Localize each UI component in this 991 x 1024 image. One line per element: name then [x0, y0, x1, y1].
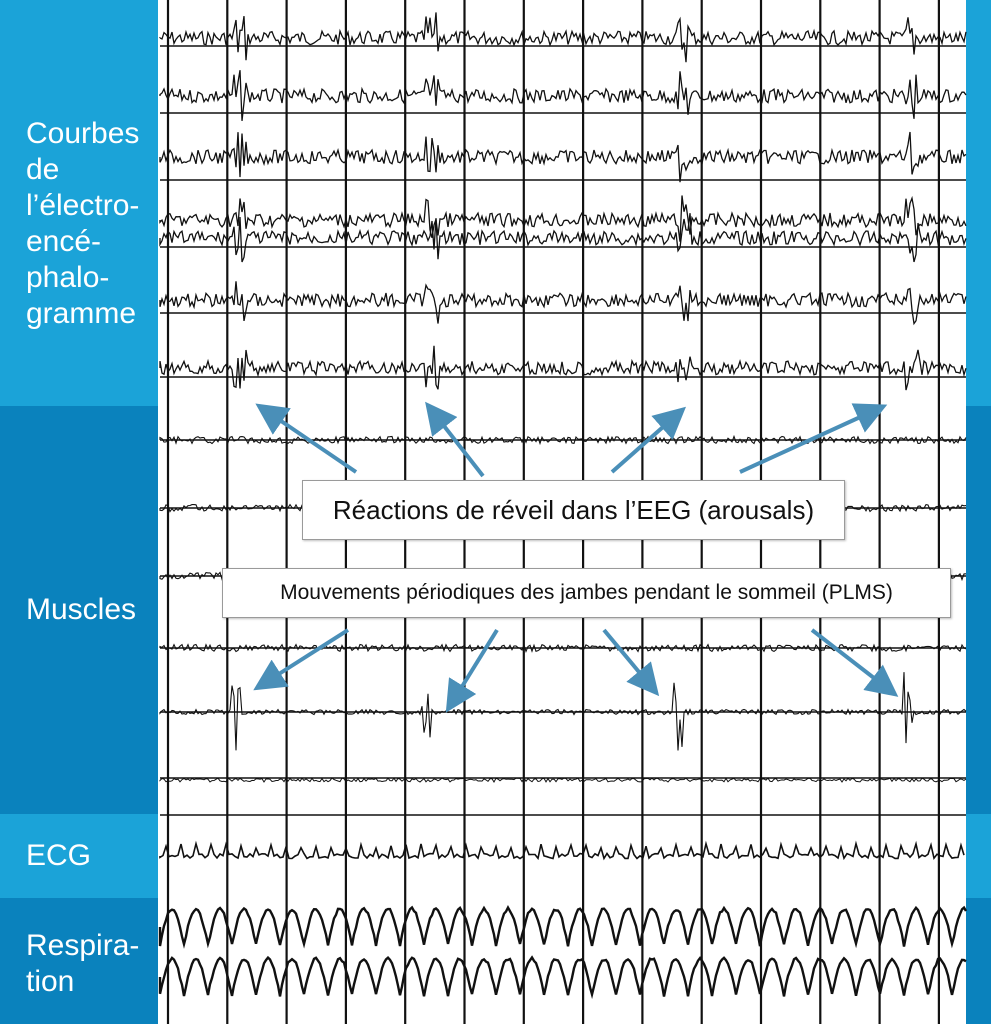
eeg-trace [159, 281, 967, 326]
ecg-trace [159, 840, 965, 861]
respiration-trace [158, 955, 967, 1000]
respiration-label: Respira- tion [26, 928, 139, 1000]
eeg-label-line: gramme [26, 297, 137, 330]
eeg-label-line: de [26, 153, 60, 186]
leg-emg-trace [159, 672, 967, 751]
muscles-label-line: Muscles [26, 593, 137, 626]
eeg-trace [159, 70, 967, 121]
eeg-trace [159, 12, 967, 63]
eeg-label-line: encé- [26, 225, 102, 258]
eeg-trace [159, 345, 967, 391]
plms-callout: Mouvements périodiques des jambes pendan… [222, 568, 951, 618]
muscles-label: Muscles [26, 592, 136, 628]
respiration-label-line: tion [26, 965, 75, 998]
eeg-label-line: phalo- [26, 261, 110, 294]
annotation-arrow [739, 403, 888, 474]
ecg-label-line: ECG [26, 839, 92, 872]
eeg-label: Courbes de l’électro- encé- phalo- gramm… [26, 116, 139, 332]
respiration-trace [158, 905, 968, 949]
muscle-trace [159, 434, 967, 446]
annotation-arrow [445, 628, 499, 713]
annotation-arrow [425, 401, 485, 478]
eeg-trace [159, 131, 967, 183]
arousals-callout: Réactions de réveil dans l’EEG (arousals… [302, 480, 845, 540]
annotation-arrow [810, 628, 899, 697]
muscle-trace [159, 643, 967, 654]
annotation-arrows [253, 401, 899, 713]
eeg-trace [159, 213, 967, 263]
eeg-label-line: Courbes [26, 117, 140, 150]
eeg-trace [159, 195, 967, 242]
annotation-arrow [253, 628, 350, 691]
respiration-label-line: Respira- [26, 929, 140, 962]
leg-emg-trace [159, 777, 967, 784]
annotation-arrow [610, 406, 686, 474]
eeg-label-line: l’électro- [26, 189, 140, 222]
annotation-arrow [602, 628, 660, 697]
ecg-label: ECG [26, 838, 91, 874]
annotation-arrow [255, 403, 358, 474]
